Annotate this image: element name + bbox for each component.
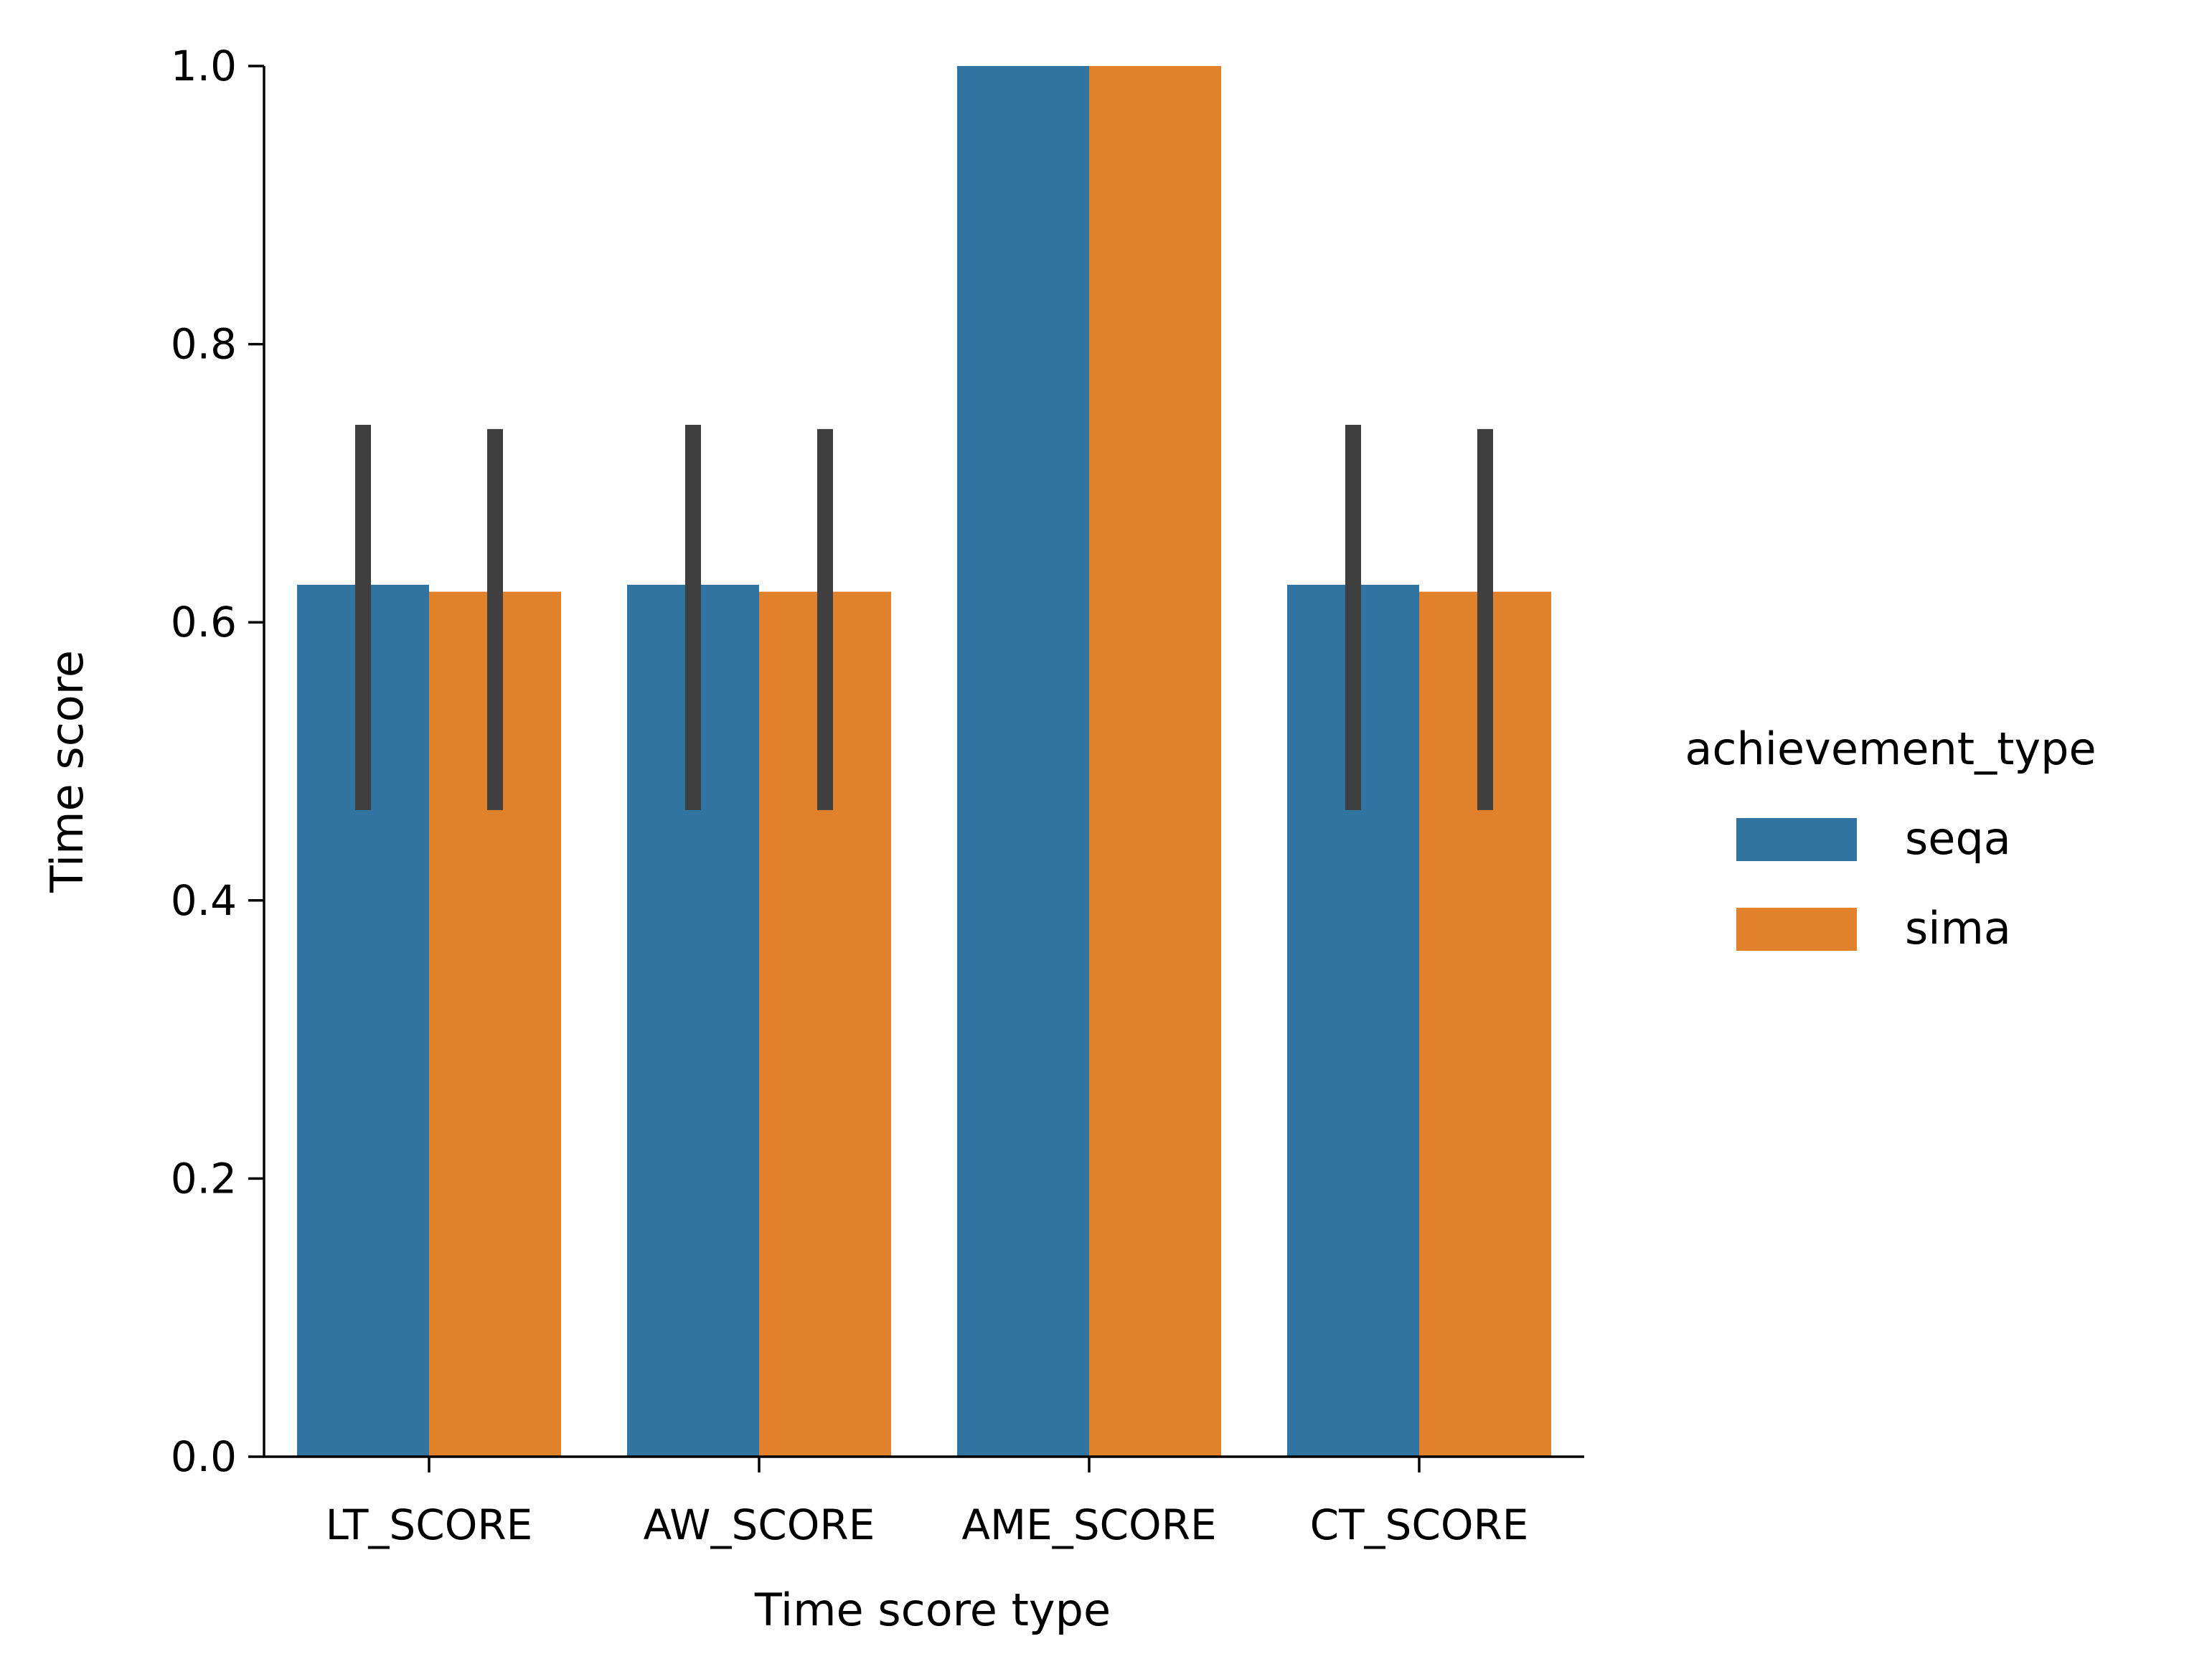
x-tick-label-lt_score: LT_SCORE (326, 1500, 533, 1549)
x-tick-label-aw_score: AW_SCORE (644, 1500, 875, 1549)
x-axis-title: Time score type (754, 1584, 1111, 1636)
y-tick-label-1.0: 1.0 (171, 42, 237, 90)
y-tick-label-0.0: 0.0 (171, 1432, 237, 1481)
y-tick-label-0.4: 0.4 (171, 876, 237, 925)
legend-swatch-seqa (1736, 818, 1857, 861)
legend-title: achievement_type (1685, 723, 2096, 775)
bar-seqa-ame_score (957, 66, 1089, 1457)
axes-layer: 0.0 0.2 0.4 0.6 0.8 1.0 LT_SCORE AW_SCORE AME_SC… (171, 42, 1584, 1549)
y-axis-title: Time score (41, 650, 93, 893)
x-tick-label-ame_score: AME_SCORE (961, 1500, 1216, 1549)
y-tick-label-0.8: 0.8 (171, 320, 237, 369)
legend-label-seqa: seqa (1905, 812, 2011, 865)
x-tick-label-ct_score: CT_SCORE (1310, 1500, 1529, 1549)
y-tick-label-0.6: 0.6 (171, 598, 237, 647)
legend-label-sima: sima (1905, 902, 2011, 954)
bars-layer (297, 66, 1551, 1457)
bar-sima-ame_score (1089, 66, 1221, 1457)
y-tick-label-0.2: 0.2 (171, 1154, 237, 1203)
legend-swatch-sima (1736, 908, 1857, 951)
error-bars-layer (355, 425, 1493, 810)
